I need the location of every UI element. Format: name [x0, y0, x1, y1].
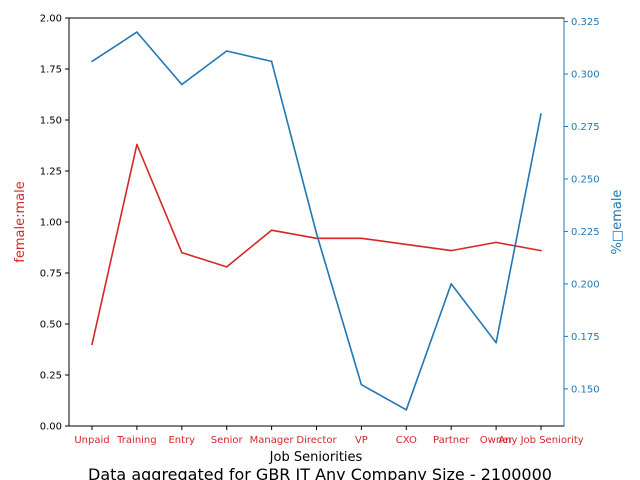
percent-female-point [270, 60, 273, 63]
left-tick-label: 1.00 [40, 218, 62, 229]
female-male-ratio-point [405, 243, 408, 246]
x-tick-label: Partner [433, 435, 470, 446]
plot-area [68, 17, 565, 427]
female-male-ratio-point [540, 249, 542, 252]
left-tick-label: 1.50 [40, 116, 62, 127]
right-tick-label: 0.275 [571, 122, 600, 133]
percent-female-point [450, 283, 453, 285]
x-tick-label: Senior [211, 435, 244, 446]
percent-female-line [91, 31, 542, 411]
x-tick-label: Director [296, 435, 337, 446]
percent-female-point [315, 232, 318, 235]
female-male-ratio-point [91, 343, 93, 346]
chart-title: Data aggregated for GBR IT Any Company S… [88, 465, 552, 480]
right-tick-label: 0.200 [571, 279, 600, 290]
right-axis-ticks: 0.150 0.175 0.200 0.225 0.250 0.275 0.300 0.325 [563, 17, 600, 426]
right-tick-label: 0.300 [571, 70, 600, 81]
female-male-ratio-point [360, 237, 363, 240]
right-tick-label: 0.250 [571, 174, 600, 185]
right-tick-label: 0.150 [571, 384, 600, 395]
x-tick-label: Owner [480, 435, 514, 446]
series-lines [91, 31, 542, 411]
left-tick-label: 2.00 [40, 14, 62, 25]
right-tick-label: 0.225 [571, 227, 600, 238]
percent-female-point [360, 383, 363, 386]
percent-female-point [540, 113, 542, 115]
x-tick-label: VP [355, 435, 368, 446]
female-male-ratio-point [495, 241, 497, 244]
female-male-ratio-point [315, 237, 318, 240]
x-tick-label: Entry [168, 435, 195, 446]
female-male-ratio-point [270, 229, 273, 231]
left-tick-label: 1.25 [40, 167, 62, 178]
x-axis-ticks: Unpaid Training Entry Senior Manager Director… [74, 426, 584, 446]
female-male-ratio-point [450, 249, 453, 252]
x-tick-label: Training [116, 435, 156, 446]
x-tick-label: Manager [250, 435, 295, 446]
y-axis-right-label: %□emale [610, 190, 625, 255]
percent-female-point [225, 50, 228, 52]
x-tick-label: Any Job Seniority [498, 435, 583, 446]
percent-female-point [91, 60, 93, 63]
percent-female-point [495, 341, 497, 344]
x-axis-label: Job Seniorities [269, 450, 363, 465]
x-tick-label: Unpaid [74, 435, 109, 446]
female-male-ratio-point [225, 266, 228, 268]
left-tick-label: 0.00 [40, 422, 62, 433]
female-male-ratio-point [181, 251, 183, 254]
percent-female-point [181, 83, 183, 86]
y-axis-left-label: female:male [13, 181, 28, 262]
left-tick-label: 0.75 [40, 269, 62, 280]
percent-female-point [405, 409, 408, 411]
left-tick-label: 0.25 [40, 371, 62, 382]
left-tick-label: 0.50 [40, 320, 62, 331]
left-tick-label: 1.75 [40, 65, 62, 76]
right-tick-label: 0.175 [571, 332, 600, 343]
left-axis-ticks: 0.00 0.25 0.50 0.75 1.00 1.25 1.50 1.75 2.00 [40, 14, 69, 433]
x-tick-label: CXO [396, 435, 417, 446]
right-tick-label: 0.325 [571, 17, 600, 28]
female-male-ratio-point [136, 143, 138, 146]
percent-female-point [136, 31, 138, 33]
